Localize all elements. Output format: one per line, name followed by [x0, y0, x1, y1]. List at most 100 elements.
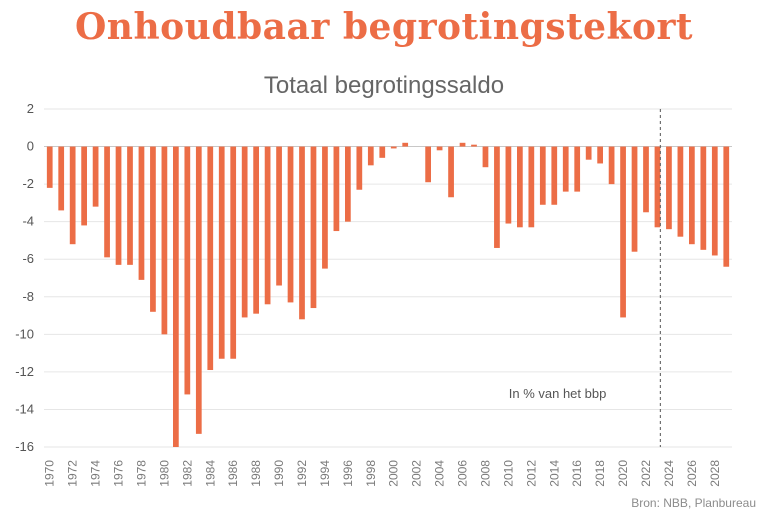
bar-1983 [195, 146, 202, 434]
bar-1978 [138, 146, 145, 280]
gridlines [44, 108, 732, 448]
y-tick-label: -6 [22, 251, 34, 266]
x-tick-label: 1990 [272, 460, 286, 487]
bar-1979 [150, 146, 156, 312]
bar-2012 [528, 146, 535, 228]
bar-1998 [367, 146, 374, 166]
bar-2006 [459, 142, 466, 147]
bar-1984 [207, 146, 214, 371]
bar-2011 [517, 146, 523, 228]
bar-1987 [241, 146, 248, 318]
x-tick-label: 2000 [387, 460, 401, 487]
x-tick-label: 1978 [134, 460, 148, 487]
x-tick-label: 1994 [318, 460, 332, 487]
unit-annotation: In % van het bbp [509, 386, 607, 401]
bar-2024 [666, 146, 672, 230]
x-tick-label: 1998 [364, 460, 378, 487]
bar-2005 [448, 146, 454, 198]
bars [46, 142, 730, 448]
bar-2013 [539, 146, 546, 205]
x-tick-label: 1996 [341, 460, 355, 487]
bar-1985 [218, 146, 225, 359]
y-tick-label: -12 [15, 364, 34, 379]
bar-2010 [505, 146, 512, 224]
bar-1975 [104, 146, 110, 258]
bar-2016 [574, 146, 581, 192]
bar-2021 [631, 146, 638, 252]
bar-2015 [562, 146, 569, 192]
x-tick-label: 1992 [295, 460, 309, 487]
bar-2007 [471, 144, 477, 147]
bar-1982 [184, 146, 191, 395]
bar-1970 [46, 146, 53, 188]
x-tick-label: 2010 [501, 460, 515, 487]
bar-1974 [92, 146, 99, 207]
x-tick-label: 1988 [249, 460, 263, 487]
x-tick-label: 1986 [226, 460, 240, 487]
bar-2026 [689, 146, 695, 245]
x-tick-label: 2022 [639, 460, 653, 487]
x-tick-label: 1972 [66, 460, 80, 487]
bar-2029 [723, 146, 730, 267]
bar-2003 [425, 146, 431, 183]
x-tick-label: 2008 [478, 460, 492, 487]
y-tick-label: 2 [27, 101, 34, 116]
bar-1988 [253, 146, 259, 314]
bar-2025 [677, 146, 684, 237]
x-tick-label: 1976 [112, 460, 126, 487]
x-tick-label: 2028 [708, 460, 722, 487]
bar-2000 [390, 146, 397, 149]
bar-1995 [333, 146, 340, 232]
bar-1980 [161, 146, 168, 335]
x-tick-label: 1984 [203, 460, 217, 487]
bar-1997 [356, 146, 363, 190]
bar-2017 [585, 146, 592, 160]
headline: Onhoudbaar begrotingstekort [74, 6, 694, 48]
y-axis-ticks: 2 0 -2 -4 -6 -8 -10 -12 -14 -16 [15, 101, 34, 454]
x-tick-label: 2024 [662, 460, 676, 487]
x-axis-ticks: 1970 1972 1974 1976 1978 1980 1982 1984 1986 1988… [43, 460, 722, 487]
y-tick-label: -14 [15, 401, 34, 416]
bar-2018 [597, 146, 603, 164]
bar-1992 [299, 146, 305, 320]
x-tick-label: 2020 [616, 460, 630, 487]
bar-1972 [69, 146, 76, 245]
bar-2004 [436, 146, 443, 151]
bar-1996 [345, 146, 351, 222]
bar-2028 [711, 146, 718, 256]
bar-1994 [322, 146, 328, 269]
x-tick-label: 2016 [570, 460, 584, 487]
bar-2023 [654, 146, 661, 228]
bar-1986 [230, 146, 237, 359]
bar-2001 [402, 142, 409, 147]
y-tick-label: -8 [22, 289, 34, 304]
bar-1981 [173, 146, 179, 448]
y-tick-label: 0 [27, 139, 34, 154]
bar-1973 [81, 146, 87, 226]
x-tick-label: 2018 [593, 460, 607, 487]
bar-1971 [58, 146, 65, 211]
bar-1991 [287, 146, 294, 303]
bar-2008 [482, 146, 489, 168]
chart-title: Totaal begrotingssaldo [263, 72, 505, 99]
bar-1989 [264, 146, 271, 305]
x-tick-label: 1970 [43, 460, 57, 487]
source-note: Bron: NBB, Planbureau [631, 496, 756, 510]
bar-2019 [608, 146, 615, 185]
bar-2014 [551, 146, 558, 205]
y-tick-label: -2 [22, 176, 34, 191]
x-tick-label: 2004 [433, 460, 447, 487]
bar-1999 [379, 146, 386, 158]
bar-2020 [620, 146, 626, 318]
bar-2009 [494, 146, 500, 248]
x-tick-label: 2012 [524, 460, 538, 487]
x-tick-label: 2006 [456, 460, 470, 487]
bar-1976 [115, 146, 122, 265]
bar-1993 [310, 146, 317, 309]
x-tick-label: 2014 [547, 460, 561, 487]
bar-1977 [127, 146, 133, 265]
bar-1990 [276, 146, 282, 286]
bar-2027 [700, 146, 707, 250]
x-tick-label: 1982 [180, 460, 194, 487]
